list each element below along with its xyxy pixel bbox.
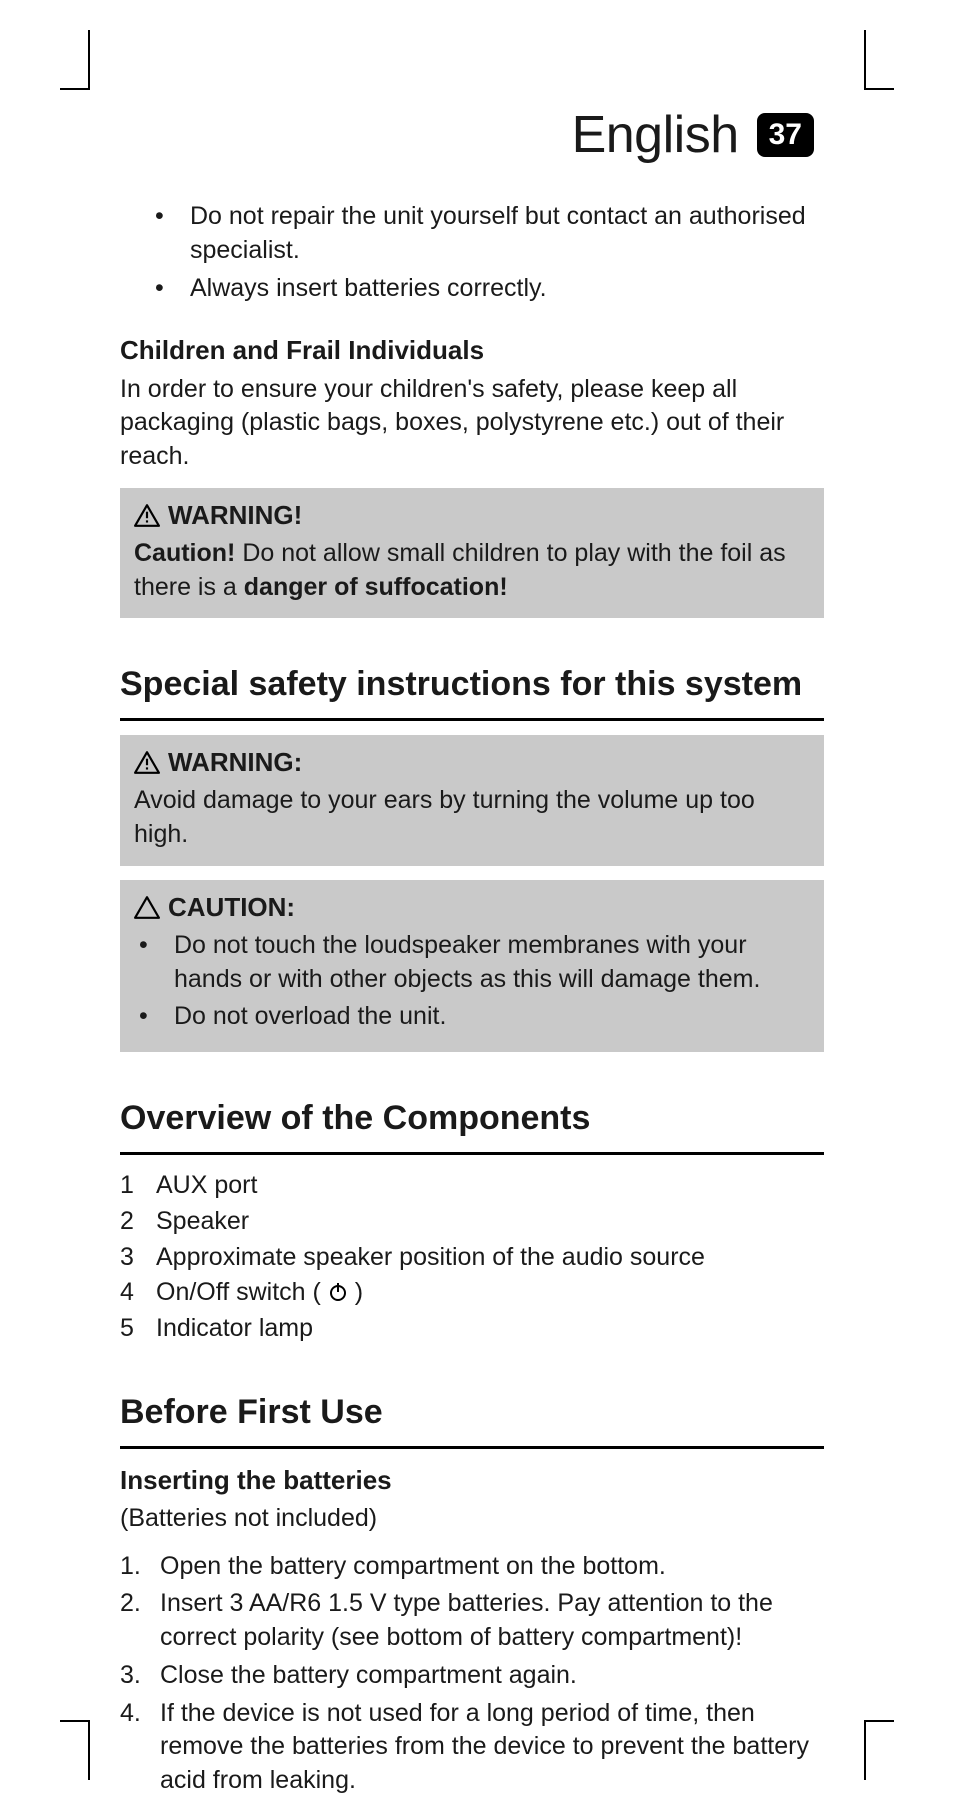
caution-box: CAUTION: Do not touch the loudspeaker me…	[120, 880, 824, 1052]
caution-title: CAUTION:	[168, 890, 295, 925]
list-item: Do not repair the unit yourself but cont…	[155, 200, 824, 268]
children-body: In order to ensure your children's safet…	[120, 373, 824, 474]
item-label: On/Off switch ( )	[156, 1276, 363, 1310]
item-label: Indicator lamp	[156, 1312, 313, 1346]
step-number: 1.	[120, 1550, 148, 1584]
page-content: English 37 Do not repair the unit yourse…	[120, 60, 824, 1750]
caution-heading: CAUTION:	[134, 890, 810, 925]
step-number: 2.	[120, 1587, 148, 1655]
intro-bullets: Do not repair the unit yourself but cont…	[155, 200, 824, 305]
item-number: 5	[120, 1312, 142, 1346]
header-page-number: 37	[757, 113, 814, 158]
list-item: 5 Indicator lamp	[120, 1312, 824, 1346]
bullet-text: Do not repair the unit yourself but cont…	[190, 202, 806, 264]
item-number: 1	[120, 1169, 142, 1203]
step-number: 3.	[120, 1659, 148, 1693]
list-item: 2.Insert 3 AA/R6 1.5 V type batteries. P…	[120, 1587, 824, 1655]
list-item: 3 Approximate speaker position of the aud…	[120, 1241, 824, 1275]
list-item: 1. Open the battery compartment on the bo…	[120, 1550, 824, 1584]
item-number: 2	[120, 1205, 142, 1239]
crop-mark-br	[864, 1720, 894, 1780]
item-number: 4	[120, 1276, 142, 1310]
header-language: English	[572, 100, 739, 170]
children-heading: Children and Frail Individuals	[120, 333, 824, 368]
bullet-text: Do not touch the loudspeaker membranes w…	[174, 931, 760, 993]
item-label: AUX port	[156, 1169, 257, 1203]
step-number: 4.	[120, 1697, 148, 1798]
list-item: Always insert batteries correctly.	[155, 272, 824, 306]
warning-triangle-icon	[134, 751, 160, 774]
bullet-text: Do not overload the unit.	[174, 1002, 446, 1030]
list-item: Do not overload the unit.	[139, 1000, 810, 1034]
warning-tail: danger of suffocation!	[244, 573, 508, 601]
page-header: English 37	[120, 100, 824, 170]
components-list: 1 AUX port 2 Speaker 3 Approximate speaker …	[120, 1169, 824, 1346]
warning-triangle-icon	[134, 504, 160, 527]
batteries-note: (Batteries not included)	[120, 1502, 824, 1536]
caution-list: Do not touch the loudspeaker membranes w…	[139, 929, 810, 1034]
section-before-first-use: Before First Use	[120, 1390, 824, 1449]
bullet-text: Always insert batteries correctly.	[190, 274, 547, 302]
caution-triangle-icon	[134, 896, 160, 919]
list-item: 4 On/Off switch ( )	[120, 1276, 824, 1310]
section-special-safety: Special safety instructions for this sys…	[120, 662, 824, 721]
section-overview: Overview of the Components	[120, 1096, 824, 1155]
warning-heading: WARNING:	[134, 745, 810, 780]
list-item: 1 AUX port	[120, 1169, 824, 1203]
battery-steps: 1. Open the battery compartment on the bo…	[120, 1550, 824, 1798]
item-label: Approximate speaker position of the audi…	[156, 1241, 705, 1275]
power-icon	[328, 1282, 348, 1302]
warning-lead: Caution!	[134, 539, 235, 567]
warning-body: Caution! Do not allow small children to …	[134, 537, 810, 605]
warning-box-1: WARNING! Caution! Do not allow small chi…	[120, 488, 824, 619]
step-text: If the device is not used for a long per…	[160, 1697, 824, 1798]
warning-body: Avoid damage to your ears by turning the…	[134, 784, 810, 852]
step-text: Open the battery compartment on the bott…	[160, 1550, 666, 1584]
warning-heading: WARNING!	[134, 498, 810, 533]
list-item: 3. Close the battery compartment again.	[120, 1659, 824, 1693]
list-item: 2 Speaker	[120, 1205, 824, 1239]
crop-mark-tl	[60, 30, 90, 90]
warning-title: WARNING:	[168, 745, 302, 780]
batteries-heading: Inserting the batteries	[120, 1463, 824, 1498]
warning-title: WARNING!	[168, 498, 302, 533]
list-item: 4.If the device is not used for a long p…	[120, 1697, 824, 1798]
step-text: Close the battery compartment again.	[160, 1659, 577, 1693]
list-item: Do not touch the loudspeaker membranes w…	[139, 929, 810, 997]
step-text: Insert 3 AA/R6 1.5 V type batteries. Pay…	[160, 1587, 824, 1655]
item-number: 3	[120, 1241, 142, 1275]
crop-mark-bl	[60, 1720, 90, 1780]
crop-mark-tr	[864, 30, 894, 90]
warning-box-2: WARNING: Avoid damage to your ears by tu…	[120, 735, 824, 866]
item-label: Speaker	[156, 1205, 249, 1239]
